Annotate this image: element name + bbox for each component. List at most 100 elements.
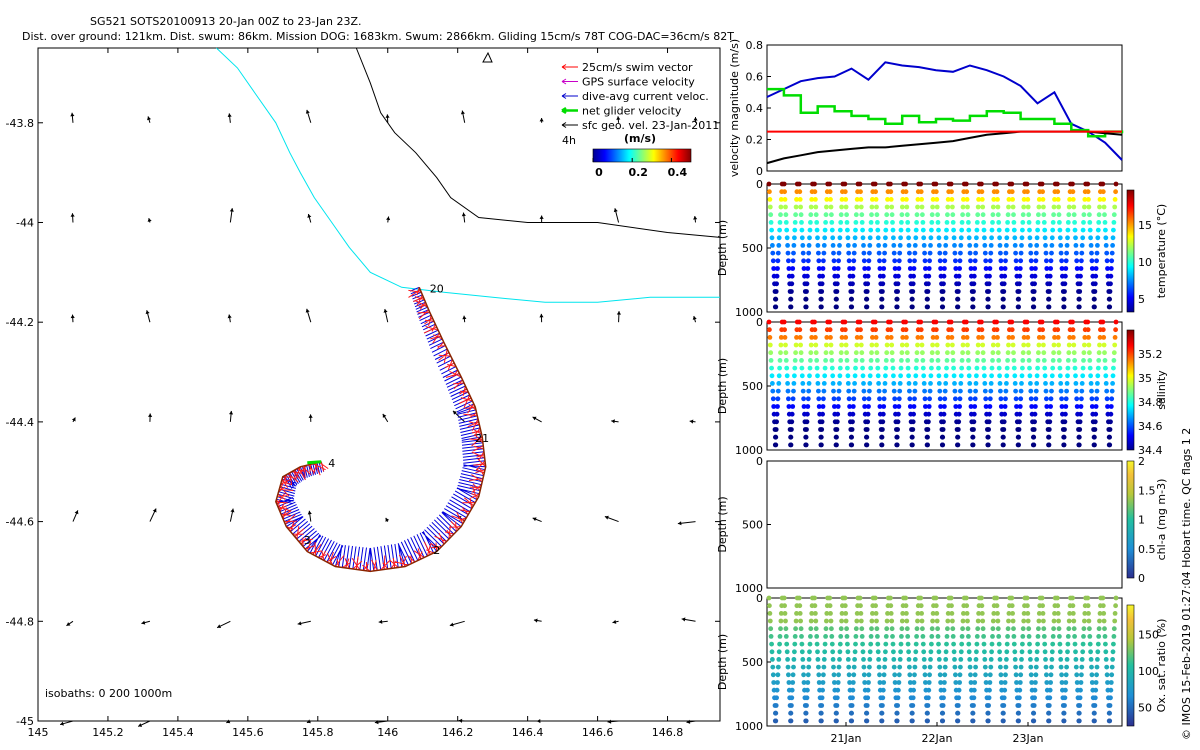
- section-point: [1065, 220, 1071, 225]
- section-point: [1079, 388, 1085, 394]
- section-point: [922, 258, 928, 264]
- section-point: [788, 442, 793, 448]
- section-point: [1065, 227, 1071, 233]
- section-point: [820, 273, 825, 279]
- section-point: [897, 243, 903, 248]
- section-point: [941, 687, 947, 693]
- section-point: [1027, 649, 1033, 655]
- section-point: [783, 634, 789, 639]
- section-point: [1054, 181, 1060, 187]
- section-point: [804, 703, 809, 708]
- section-point: [851, 672, 857, 678]
- section-point: [1056, 204, 1061, 210]
- section-point: [1001, 419, 1007, 425]
- section-point: [952, 250, 958, 256]
- section-point: [1079, 258, 1084, 264]
- section-point: [936, 243, 942, 248]
- section-point: [1027, 365, 1032, 371]
- section-point: [791, 664, 796, 670]
- section-point: [1103, 649, 1109, 655]
- section-point: [1085, 181, 1091, 187]
- section-point: [1089, 396, 1095, 402]
- map-xtick-label: 146.4: [512, 726, 544, 739]
- section-point: [778, 618, 784, 624]
- section-point: [968, 396, 973, 402]
- section-point: [821, 672, 826, 678]
- section-point: [1018, 672, 1024, 678]
- section-point: [1100, 603, 1106, 609]
- section-point: [1005, 358, 1010, 363]
- section-point: [870, 335, 875, 340]
- section-point: [860, 641, 865, 647]
- section-point: [915, 335, 921, 340]
- section-point: [998, 396, 1004, 402]
- section-point: [1102, 350, 1107, 356]
- section-point: [774, 273, 780, 279]
- section-scatter-points: [766, 181, 1119, 310]
- section-point: [928, 657, 933, 662]
- section-point: [888, 595, 893, 601]
- section-point: [1057, 358, 1062, 363]
- section-point: [1089, 672, 1095, 678]
- section-colorbar-tick-label: 150: [1138, 628, 1159, 641]
- geostrophic-arrow-head: [385, 114, 390, 118]
- section-point: [1080, 373, 1086, 379]
- section-point: [1100, 327, 1106, 333]
- section-point: [881, 680, 887, 685]
- section-point: [853, 227, 858, 233]
- section-point: [1113, 327, 1118, 333]
- section-point: [891, 388, 897, 394]
- section-point: [1010, 204, 1016, 210]
- section-point: [995, 618, 1001, 624]
- section-point: [1044, 258, 1049, 264]
- section-point: [800, 664, 806, 670]
- section-point: [1049, 388, 1054, 394]
- section-point: [942, 388, 948, 394]
- section-point: [875, 358, 880, 363]
- section-point: [1107, 296, 1112, 302]
- section-point: [921, 649, 927, 655]
- section-point: [1107, 427, 1113, 432]
- section-point: [1051, 626, 1056, 632]
- section-point: [835, 266, 841, 271]
- section-point: [896, 672, 902, 678]
- section-point: [1112, 342, 1118, 348]
- section-point: [813, 335, 818, 340]
- section-point: [1085, 327, 1091, 333]
- section-point: [842, 189, 848, 195]
- section-point: [966, 373, 972, 379]
- section-point: [971, 419, 977, 425]
- section-point: [987, 266, 993, 271]
- section-point: [770, 657, 775, 662]
- section-point: [964, 327, 970, 333]
- section-point: [979, 197, 985, 202]
- section-point: [904, 626, 910, 632]
- section-point: [790, 266, 796, 271]
- figure-title-line1: SG521 SOTS20100913 20-Jan 00Z to 23-Jan …: [90, 15, 362, 28]
- section-point: [800, 388, 806, 394]
- section-point: [837, 243, 842, 248]
- section-point: [786, 672, 791, 678]
- geostrophic-arrow-head: [308, 414, 313, 418]
- geostrophic-arrow-head: [141, 620, 146, 625]
- section-point: [1077, 427, 1083, 432]
- section-point: [851, 388, 857, 394]
- section-point: [952, 664, 958, 670]
- section-point: [1011, 358, 1017, 363]
- section-point: [1040, 189, 1045, 195]
- section-point: [847, 266, 852, 271]
- section-point: [936, 235, 942, 241]
- section-point: [923, 680, 928, 685]
- section-point: [1061, 442, 1067, 448]
- section-point: [939, 718, 945, 724]
- section-point: [1109, 250, 1115, 256]
- section-point: [959, 634, 965, 639]
- section-point: [868, 365, 874, 371]
- section-point: [849, 434, 854, 440]
- section-point: [807, 373, 812, 379]
- section-point: [900, 197, 906, 202]
- section-point: [926, 680, 932, 685]
- section-point: [850, 419, 855, 425]
- section-point: [988, 664, 994, 670]
- section-point: [770, 381, 775, 386]
